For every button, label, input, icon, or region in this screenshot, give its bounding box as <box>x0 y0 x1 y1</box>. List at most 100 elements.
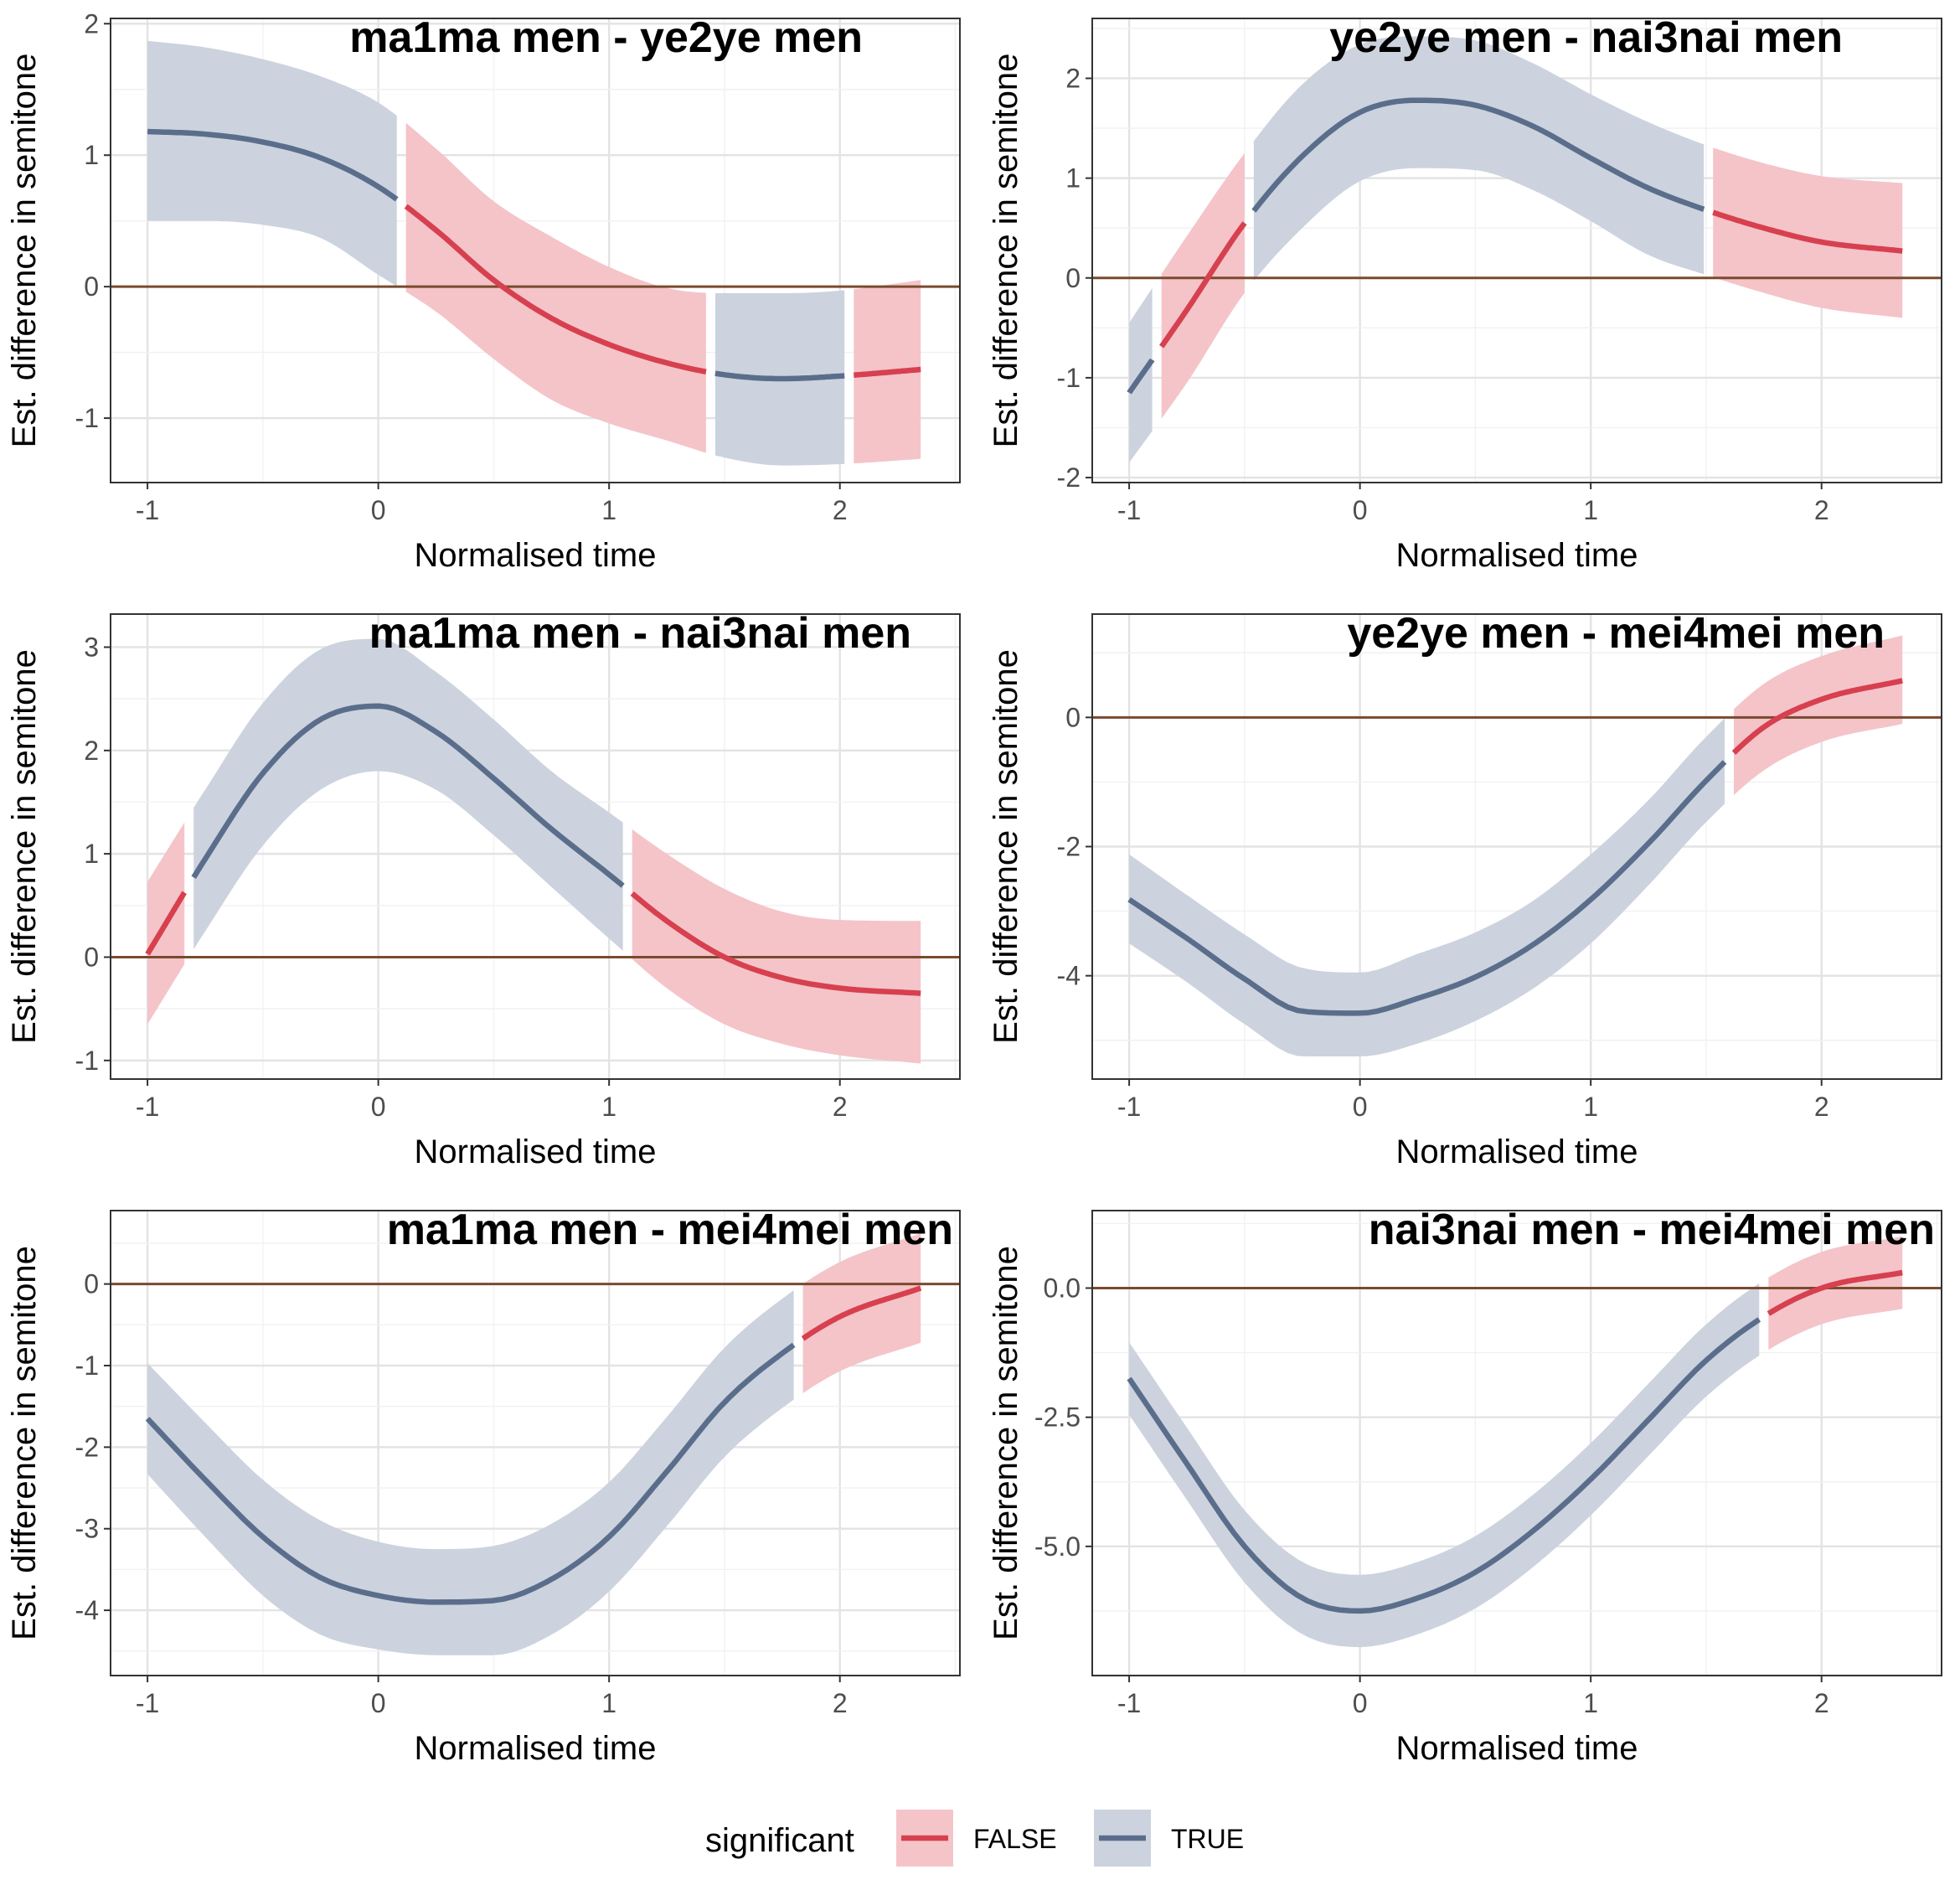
y-axis-title: Est. difference in semitone <box>988 54 1024 448</box>
series-layer <box>1092 635 1942 1056</box>
panel-title: ma1ma men - mei4mei men <box>387 1206 953 1254</box>
series-layer <box>111 1233 960 1655</box>
fit-line-false-2 <box>1767 1269 1903 1316</box>
x-tick-label: 2 <box>1814 1688 1829 1718</box>
confidence-band-true-1 <box>147 40 397 287</box>
fit-line-true-1 <box>145 1342 796 1605</box>
y-tick-label: 2 <box>84 8 99 39</box>
x-tick-label: 2 <box>1814 495 1829 525</box>
y-tick-label: -1 <box>1057 363 1081 393</box>
confidence-band-true-1 <box>147 1290 794 1655</box>
x-tick-label: -1 <box>136 495 159 525</box>
x-tick-label: 1 <box>601 495 616 525</box>
confidence-band-false-4 <box>1713 147 1903 318</box>
series-layer <box>111 638 960 1064</box>
confidence-band-false-2 <box>1768 1236 1903 1350</box>
y-tick-label: 0 <box>1065 702 1081 732</box>
x-tick-label: 0 <box>1353 1688 1368 1718</box>
x-tick-label: 2 <box>1814 1092 1829 1122</box>
x-tick-label: -1 <box>1117 495 1141 525</box>
y-axis-title: Est. difference in semitone <box>6 1246 43 1640</box>
confidence-band-false-2 <box>802 1233 921 1393</box>
fit-line-true-2 <box>191 703 625 888</box>
y-tick-label: -2 <box>75 1432 99 1462</box>
y-tick-label: -2.5 <box>1034 1402 1081 1433</box>
y-tick-label: -1 <box>75 1046 99 1076</box>
panel-border <box>110 613 961 1080</box>
x-tick-label: 1 <box>1583 1092 1598 1122</box>
x-tick-label: 0 <box>1353 1092 1368 1122</box>
confidence-band-false-3 <box>632 829 921 1064</box>
y-tick-label: -2 <box>1057 462 1081 493</box>
fit-line-false-1 <box>145 891 187 956</box>
x-tick-label: -1 <box>136 1688 159 1718</box>
x-axis-title: Normalised time <box>1396 1730 1638 1767</box>
x-axis-title: Normalised time <box>1396 1134 1638 1170</box>
panel-title: ye2ye men - mei4mei men <box>1347 609 1885 658</box>
y-tick-label: 2 <box>1065 63 1081 93</box>
panel-border <box>1091 18 1942 483</box>
x-tick-label: 0 <box>371 1092 386 1122</box>
fit-line-false-2 <box>404 204 707 374</box>
confidence-band-false-2 <box>1734 635 1903 795</box>
x-tick-label: 2 <box>833 1092 848 1122</box>
y-tick-label: -1 <box>75 1350 99 1381</box>
x-axis-title: Normalised time <box>1396 537 1638 574</box>
x-tick-label: 1 <box>601 1092 616 1122</box>
x-axis-title: Normalised time <box>415 1730 657 1767</box>
y-tick-label: 0 <box>84 942 99 972</box>
panel-title: nai3nai men - mei4mei men <box>1369 1206 1935 1254</box>
panel-2: -1 0 1 2 -2 -1 0 1 2 Normalised time Est. differen… <box>988 13 1942 574</box>
legend-title: significant <box>705 1822 854 1859</box>
y-tick-label: 2 <box>84 736 99 766</box>
panel-4: -1 0 1 2 -4 -2 0 Normalised time Est. difference… <box>988 609 1942 1170</box>
y-tick-label: 0 <box>84 1269 99 1299</box>
y-axis-title: Est. difference in semitone <box>988 649 1024 1044</box>
panel-title: ma1ma men - ye2ye men <box>349 13 863 62</box>
y-tick-label: -2 <box>1057 832 1081 862</box>
panel-border <box>1091 1210 1942 1676</box>
x-tick-label: -1 <box>1117 1092 1141 1122</box>
x-tick-label: 0 <box>371 1688 386 1718</box>
y-tick-label: -4 <box>1057 961 1081 991</box>
x-tick-label: -1 <box>136 1092 159 1122</box>
y-tick-label: -3 <box>75 1514 99 1544</box>
x-tick-label: -1 <box>1117 1688 1141 1718</box>
panel-border <box>110 18 961 483</box>
x-tick-label: 2 <box>833 1688 848 1718</box>
y-tick-label: 1 <box>84 140 99 170</box>
y-tick-label: 0 <box>84 271 99 302</box>
y-tick-label: 1 <box>1065 163 1081 194</box>
fit-line-false-2 <box>1731 678 1903 755</box>
panel-title: ye2ye men - nai3nai men <box>1329 13 1843 62</box>
confidence-band-true-1 <box>1129 1283 1760 1648</box>
x-tick-label: 0 <box>1353 495 1368 525</box>
y-tick-label: -4 <box>75 1595 99 1625</box>
y-tick-label: -5.0 <box>1034 1531 1081 1562</box>
legend-label: TRUE <box>1171 1824 1244 1854</box>
fit-line-false-4 <box>1712 209 1903 254</box>
panel-5: -1 0 1 2 -4 -3 -2 -1 0 Normalised time Est. differ… <box>6 1206 961 1767</box>
x-axis-title: Normalised time <box>415 1134 657 1170</box>
fit-line-true-1 <box>1127 760 1727 1016</box>
legend-item-false: FALSE <box>896 1810 1057 1867</box>
fit-line-true-3 <box>1251 97 1705 213</box>
x-tick-label: 0 <box>371 495 386 525</box>
y-axis-title: Est. difference in semitone <box>6 54 43 448</box>
series-layer <box>1092 1236 1942 1648</box>
confidence-band-true-2 <box>193 638 623 951</box>
panel-6: -1 0 1 2 -5.0 -2.5 0.0 Normalised time Est. diff… <box>988 1206 1942 1767</box>
panel-title: ma1ma men - nai3nai men <box>369 609 911 658</box>
y-tick-label: 1 <box>84 839 99 869</box>
facet-panels: -1 0 1 2 -1 0 1 2 Normalised time Est. difference… <box>6 8 1942 1767</box>
fit-line-false-3 <box>630 891 921 996</box>
confidence-band-true-3 <box>1253 36 1705 281</box>
panel-border <box>110 1210 961 1676</box>
y-axis-title: Est. difference in semitone <box>988 1246 1024 1640</box>
confidence-band-true-1 <box>1129 718 1725 1056</box>
panel-3: -1 0 1 2 -1 0 1 2 3 Normalised time Est. differenc… <box>6 609 961 1170</box>
fit-line-false-2 <box>801 1285 922 1341</box>
y-tick-label: -1 <box>75 403 99 433</box>
x-tick-label: 1 <box>1583 495 1598 525</box>
x-tick-label: 2 <box>833 495 848 525</box>
